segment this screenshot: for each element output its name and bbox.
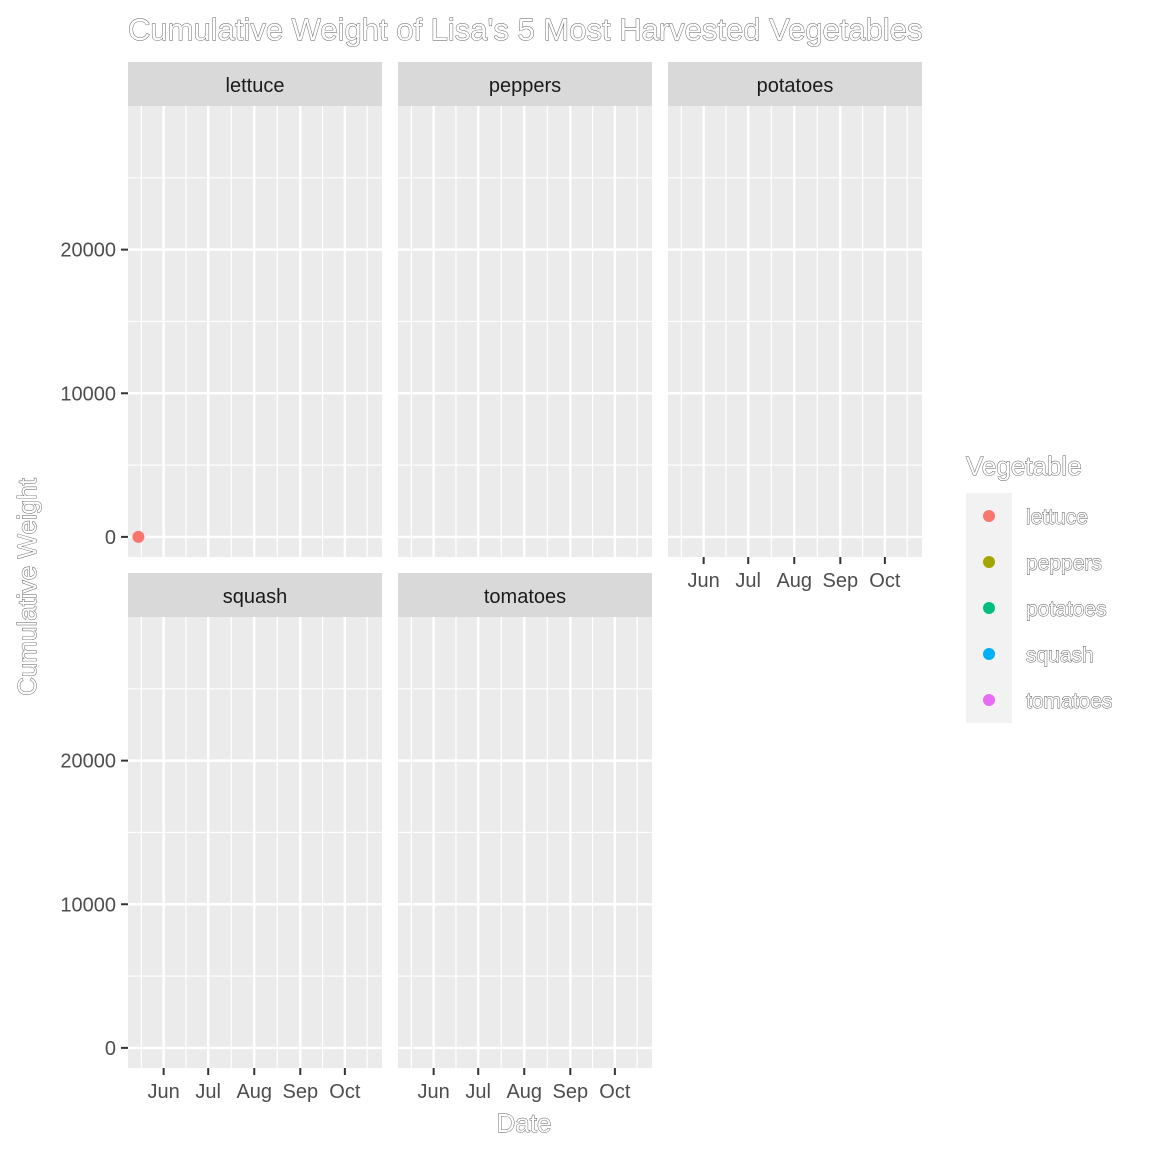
x-tick-label: Jul bbox=[195, 1081, 221, 1103]
facet-strip bbox=[128, 62, 382, 106]
gridlines bbox=[128, 617, 382, 1068]
legend-key-lettuce bbox=[983, 510, 995, 522]
facet-panels: lettuce 0 10000 20000 peppers potatoes Jun Jul A… bbox=[60, 62, 922, 1103]
facet-strip-label: squash bbox=[223, 586, 288, 608]
x-tick-label: Jun bbox=[688, 570, 720, 592]
x-tick-label: Jun bbox=[418, 1081, 450, 1103]
x-axis-label: Date bbox=[497, 1108, 552, 1138]
x-tick-label: Oct bbox=[599, 1081, 631, 1103]
facet-strip-label: potatoes bbox=[757, 75, 834, 97]
legend-label: lettuce bbox=[1026, 506, 1088, 529]
facet-strip-label: peppers bbox=[489, 75, 561, 97]
x-tick-label: Oct bbox=[869, 570, 901, 592]
facet-strip-label: lettuce bbox=[226, 75, 285, 97]
legend-label: potatoes bbox=[1026, 598, 1107, 621]
x-tick-label: Aug bbox=[776, 570, 812, 592]
facet-squash: squash 0 10000 20000 Jun Jul Aug Sep Oct bbox=[60, 573, 382, 1103]
x-tick-label: Aug bbox=[506, 1081, 542, 1103]
legend-label: tomatoes bbox=[1026, 690, 1112, 713]
legend-label: peppers bbox=[1026, 552, 1102, 575]
x-tick-label: Aug bbox=[236, 1081, 272, 1103]
x-tick-label: Sep bbox=[553, 1081, 589, 1103]
legend-label: squash bbox=[1026, 644, 1094, 667]
x-tick-label: Jun bbox=[148, 1081, 180, 1103]
gridlines bbox=[668, 106, 922, 557]
legend: Vegetable lettuce peppers potatoes squash tom… bbox=[966, 451, 1113, 723]
facet-peppers: peppers bbox=[398, 62, 652, 557]
legend-key-peppers bbox=[983, 556, 995, 568]
data-point-lettuce bbox=[132, 530, 145, 543]
legend-key-potatoes bbox=[983, 602, 995, 614]
y-tick-label: 20000 bbox=[60, 751, 116, 773]
x-tick-label: Jul bbox=[735, 570, 761, 592]
chart-title: Cumulative Weight of Lisa's 5 Most Harve… bbox=[128, 12, 923, 47]
y-tick-label: 20000 bbox=[60, 240, 116, 262]
y-tick-label: 0 bbox=[105, 1038, 116, 1060]
x-tick-label: Jul bbox=[465, 1081, 491, 1103]
facet-tomatoes: tomatoes Jun Jul Aug Sep Oct bbox=[398, 573, 652, 1103]
facet-strip bbox=[128, 573, 382, 617]
facet-potatoes: potatoes Jun Jul Aug Sep Oct bbox=[668, 62, 922, 592]
facet-lettuce: lettuce 0 10000 20000 bbox=[60, 62, 382, 557]
y-axis-label: Cumulative Weight bbox=[12, 477, 42, 696]
y-tick-label: 10000 bbox=[60, 894, 116, 916]
facet-strip bbox=[668, 62, 922, 106]
legend-title: Vegetable bbox=[966, 451, 1082, 481]
facet-strip bbox=[398, 62, 652, 106]
gridlines bbox=[398, 106, 652, 557]
facet-strip-label: tomatoes bbox=[484, 586, 566, 608]
y-tick-label: 0 bbox=[105, 527, 116, 549]
y-tick-label: 10000 bbox=[60, 383, 116, 405]
legend-key-tomatoes bbox=[983, 694, 995, 706]
x-tick-label: Sep bbox=[823, 570, 859, 592]
x-tick-label: Sep bbox=[283, 1081, 319, 1103]
gridlines bbox=[398, 617, 652, 1068]
legend-key-squash bbox=[983, 648, 995, 660]
gridlines bbox=[128, 106, 382, 557]
facet-strip bbox=[398, 573, 652, 617]
x-tick-label: Oct bbox=[329, 1081, 361, 1103]
